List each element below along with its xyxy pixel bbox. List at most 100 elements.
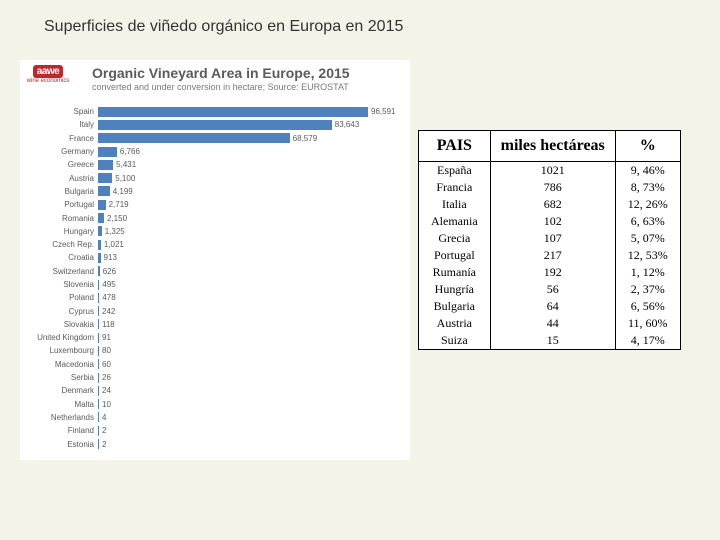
bar-track: 913 bbox=[98, 251, 405, 264]
table-row: Rumanía1921, 12% bbox=[419, 264, 681, 281]
table-cell: 12, 53% bbox=[615, 247, 680, 264]
bar-track: 6,766 bbox=[98, 145, 405, 158]
bar-label: Slovakia bbox=[20, 320, 98, 329]
bar-row: Serbia26 bbox=[20, 371, 405, 384]
bar-fill bbox=[98, 107, 368, 117]
chart-subtitle: converted and under conversion in hectar… bbox=[92, 82, 349, 92]
bar-track: 26 bbox=[98, 371, 405, 384]
table-cell: 12, 26% bbox=[615, 196, 680, 213]
bar-row: Netherlands4 bbox=[20, 411, 405, 424]
bar-value: 91 bbox=[99, 333, 111, 342]
bar-label: Austria bbox=[20, 174, 98, 183]
table-cell: Grecia bbox=[419, 230, 491, 247]
bar-value: 68,579 bbox=[290, 134, 317, 143]
bar-track: 4 bbox=[98, 411, 405, 424]
bar-row: Austria 5,100 bbox=[20, 171, 405, 184]
bar-track: 478 bbox=[98, 291, 405, 304]
table-cell: 15 bbox=[490, 332, 615, 350]
logo-subtext: wine economics bbox=[27, 78, 70, 84]
bar-value: 1,021 bbox=[101, 240, 124, 249]
bar-label: Greece bbox=[20, 160, 98, 169]
bar-fill bbox=[98, 133, 290, 143]
bar-fill bbox=[98, 173, 112, 183]
table-header: PAIS bbox=[419, 131, 491, 162]
bar-label: Czech Rep. bbox=[20, 240, 98, 249]
bar-row: Estonia2 bbox=[20, 437, 405, 450]
table-cell: 6, 63% bbox=[615, 213, 680, 230]
bar-value: 495 bbox=[99, 280, 115, 289]
table-header: % bbox=[615, 131, 680, 162]
bar-label: Croatia bbox=[20, 253, 98, 262]
bar-value: 5,431 bbox=[113, 160, 136, 169]
table-row: Alemania1026, 63% bbox=[419, 213, 681, 230]
bar-value: 2 bbox=[99, 426, 106, 435]
table-cell: 786 bbox=[490, 179, 615, 196]
bar-row: Czech Rep.1,021 bbox=[20, 238, 405, 251]
table-cell: Bulgaria bbox=[419, 298, 491, 315]
table-cell: 102 bbox=[490, 213, 615, 230]
table-row: Italia68212, 26% bbox=[419, 196, 681, 213]
table-row: Portugal21712, 53% bbox=[419, 247, 681, 264]
bar-label: Hungary bbox=[20, 227, 98, 236]
bar-track: 4,199 bbox=[98, 185, 405, 198]
bar-row: Luxembourg80 bbox=[20, 344, 405, 357]
bar-value: 96,591 bbox=[368, 107, 395, 116]
bar-label: Denmark bbox=[20, 386, 98, 395]
table-row: Austria4411, 60% bbox=[419, 315, 681, 332]
table-row: Grecia1075, 07% bbox=[419, 230, 681, 247]
table-row: Hungría562, 37% bbox=[419, 281, 681, 298]
bar-row: Malta10 bbox=[20, 398, 405, 411]
bar-track: 242 bbox=[98, 304, 405, 317]
aawe-logo: aawe wine economics bbox=[23, 65, 73, 93]
table-row: Bulgaria646, 56% bbox=[419, 298, 681, 315]
bar-fill bbox=[98, 160, 113, 170]
bar-fill bbox=[98, 120, 332, 130]
bar-track: 68,579 bbox=[98, 132, 405, 145]
bar-value: 83,643 bbox=[332, 120, 359, 129]
table-cell: 56 bbox=[490, 281, 615, 298]
bar-value: 4 bbox=[99, 413, 106, 422]
bar-fill bbox=[98, 186, 110, 196]
table-cell: Portugal bbox=[419, 247, 491, 264]
table-cell: 6, 56% bbox=[615, 298, 680, 315]
bar-row: Italy 83,643 bbox=[20, 118, 405, 131]
bar-row: Germany6,766 bbox=[20, 145, 405, 158]
bar-value: 5,100 bbox=[112, 174, 135, 183]
bar-row: Finland2 bbox=[20, 424, 405, 437]
bar-label: Italy bbox=[20, 120, 98, 129]
bar-track: 10 bbox=[98, 398, 405, 411]
bar-label: Cyprus bbox=[20, 307, 98, 316]
bar-value: 2 bbox=[99, 440, 106, 449]
table-cell: 11, 60% bbox=[615, 315, 680, 332]
bar-value: 2,150 bbox=[104, 214, 127, 223]
bar-row: Slovakia118 bbox=[20, 318, 405, 331]
bar-track: 2 bbox=[98, 437, 405, 450]
table-row: Francia7868, 73% bbox=[419, 179, 681, 196]
bar-value: 913 bbox=[101, 253, 117, 262]
bar-label: Malta bbox=[20, 400, 98, 409]
bar-label: Poland bbox=[20, 293, 98, 302]
bar-value: 1,325 bbox=[102, 227, 125, 236]
table-cell: 217 bbox=[490, 247, 615, 264]
bar-row: Denmark24 bbox=[20, 384, 405, 397]
table-cell: Alemania bbox=[419, 213, 491, 230]
table-cell: 8, 73% bbox=[615, 179, 680, 196]
bar-value: 478 bbox=[99, 293, 115, 302]
bar-track: 626 bbox=[98, 265, 405, 278]
bar-value: 4,199 bbox=[110, 187, 133, 196]
bar-label: Macedonia bbox=[20, 360, 98, 369]
table-cell: 5, 07% bbox=[615, 230, 680, 247]
bar-value: 626 bbox=[100, 267, 116, 276]
page-title: Superficies de viñedo orgánico en Europa… bbox=[44, 18, 403, 36]
bar-label: Estonia bbox=[20, 440, 98, 449]
bar-value: 6,766 bbox=[117, 147, 140, 156]
table-cell: 64 bbox=[490, 298, 615, 315]
bar-row: Spain96,591 bbox=[20, 105, 405, 118]
table-cell: Italia bbox=[419, 196, 491, 213]
table-cell: 192 bbox=[490, 264, 615, 281]
bar-track: 118 bbox=[98, 318, 405, 331]
bar-row: Portugal2,719 bbox=[20, 198, 405, 211]
bar-label: Bulgaria bbox=[20, 187, 98, 196]
bar-label: Portugal bbox=[20, 200, 98, 209]
bar-value: 80 bbox=[99, 346, 111, 355]
